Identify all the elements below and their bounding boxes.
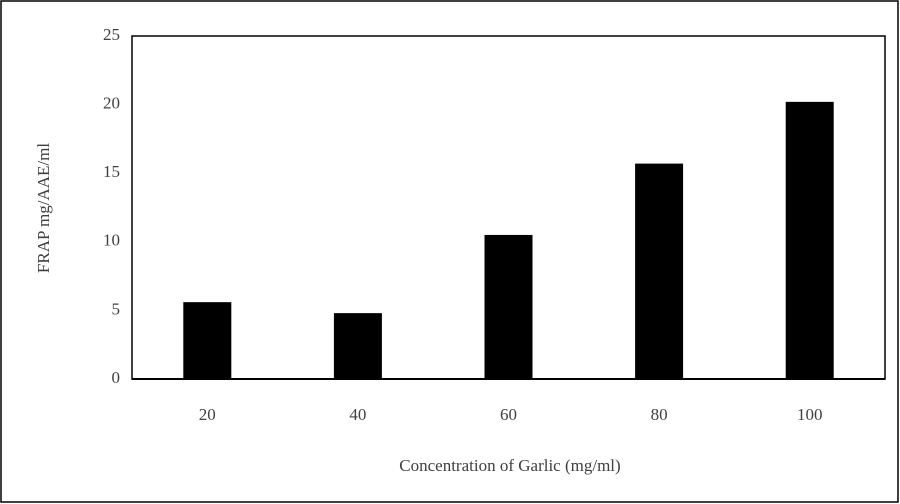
bar xyxy=(333,313,382,379)
x-tick-label: 20 xyxy=(199,405,216,424)
y-tick-label: 15 xyxy=(103,162,120,181)
x-tick-label: 100 xyxy=(797,405,823,424)
x-tick-label: 80 xyxy=(651,405,668,424)
x-tick-label: 40 xyxy=(349,405,366,424)
bar xyxy=(484,234,533,379)
y-tick-label: 25 xyxy=(103,25,120,44)
bar xyxy=(183,302,232,379)
y-tick-label: 10 xyxy=(103,231,120,250)
bar xyxy=(785,101,834,379)
y-tick-label: 5 xyxy=(112,299,121,318)
y-tick-label: 0 xyxy=(112,368,121,387)
y-axis-label: FRAP mg/AAE/ml xyxy=(34,143,53,273)
y-tick-label: 20 xyxy=(103,94,120,113)
bar xyxy=(635,163,684,379)
x-tick-label: 60 xyxy=(500,405,517,424)
x-axis-label: Concentration of Garlic (mg/ml) xyxy=(399,456,620,475)
